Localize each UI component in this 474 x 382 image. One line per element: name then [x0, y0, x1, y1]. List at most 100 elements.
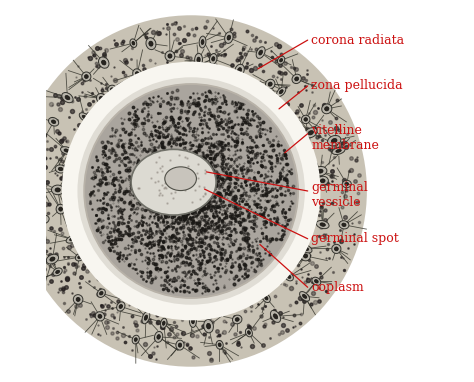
Ellipse shape — [280, 58, 283, 62]
Ellipse shape — [161, 318, 167, 328]
Ellipse shape — [304, 247, 309, 251]
Ellipse shape — [199, 36, 206, 48]
Ellipse shape — [325, 107, 329, 111]
Ellipse shape — [317, 176, 328, 185]
Text: zona pellucida: zona pellucida — [311, 79, 403, 92]
Ellipse shape — [132, 41, 135, 45]
Ellipse shape — [165, 167, 196, 191]
Ellipse shape — [46, 254, 59, 264]
Ellipse shape — [300, 291, 310, 301]
Ellipse shape — [314, 280, 318, 283]
Ellipse shape — [53, 268, 62, 276]
Ellipse shape — [52, 120, 56, 123]
Ellipse shape — [55, 188, 60, 192]
Ellipse shape — [82, 115, 87, 119]
Ellipse shape — [332, 147, 345, 154]
Ellipse shape — [101, 60, 106, 65]
Ellipse shape — [59, 207, 63, 211]
Ellipse shape — [320, 223, 325, 226]
Ellipse shape — [328, 136, 341, 146]
Ellipse shape — [110, 88, 114, 92]
Ellipse shape — [52, 185, 64, 195]
Text: ooplasm: ooplasm — [311, 281, 364, 294]
Text: germinal spot: germinal spot — [311, 232, 399, 245]
Ellipse shape — [84, 74, 88, 78]
Ellipse shape — [66, 235, 78, 243]
Ellipse shape — [35, 178, 44, 186]
Ellipse shape — [75, 254, 83, 261]
Ellipse shape — [336, 149, 341, 152]
Ellipse shape — [64, 149, 69, 152]
Ellipse shape — [48, 118, 59, 126]
Ellipse shape — [295, 77, 299, 81]
Ellipse shape — [332, 244, 341, 254]
Ellipse shape — [82, 72, 91, 81]
Ellipse shape — [301, 244, 312, 253]
Ellipse shape — [204, 319, 213, 333]
Ellipse shape — [235, 318, 239, 321]
Text: germinal
vessicle: germinal vessicle — [311, 181, 368, 209]
Ellipse shape — [99, 57, 109, 68]
Ellipse shape — [50, 257, 55, 261]
Ellipse shape — [232, 315, 242, 324]
Ellipse shape — [61, 147, 73, 154]
Ellipse shape — [135, 72, 139, 76]
Ellipse shape — [37, 215, 49, 224]
Ellipse shape — [149, 41, 153, 46]
Ellipse shape — [73, 295, 83, 304]
Ellipse shape — [292, 74, 301, 84]
Ellipse shape — [237, 68, 242, 73]
Ellipse shape — [256, 47, 265, 58]
Ellipse shape — [55, 270, 60, 274]
Ellipse shape — [301, 251, 310, 261]
Ellipse shape — [342, 223, 346, 227]
Ellipse shape — [301, 115, 310, 124]
Ellipse shape — [142, 312, 150, 324]
Ellipse shape — [58, 167, 63, 171]
Ellipse shape — [134, 338, 137, 342]
Ellipse shape — [335, 247, 338, 251]
Ellipse shape — [302, 295, 307, 298]
Ellipse shape — [155, 332, 163, 342]
Ellipse shape — [304, 128, 317, 138]
Ellipse shape — [320, 179, 325, 183]
Ellipse shape — [146, 38, 156, 50]
Ellipse shape — [55, 165, 66, 173]
Circle shape — [63, 63, 319, 319]
Ellipse shape — [216, 340, 223, 349]
Ellipse shape — [273, 314, 278, 319]
Ellipse shape — [96, 94, 106, 103]
Ellipse shape — [33, 161, 44, 170]
Ellipse shape — [98, 314, 102, 318]
Circle shape — [79, 79, 304, 303]
Ellipse shape — [133, 69, 142, 79]
Ellipse shape — [277, 87, 286, 97]
Circle shape — [16, 15, 367, 367]
Ellipse shape — [225, 32, 233, 44]
Ellipse shape — [304, 118, 308, 121]
Ellipse shape — [263, 294, 270, 303]
Ellipse shape — [36, 163, 41, 168]
Ellipse shape — [322, 104, 332, 114]
Ellipse shape — [131, 149, 216, 215]
Ellipse shape — [70, 238, 75, 241]
Ellipse shape — [318, 169, 323, 173]
Ellipse shape — [117, 302, 125, 311]
Ellipse shape — [247, 331, 250, 334]
Ellipse shape — [165, 51, 175, 61]
Ellipse shape — [218, 343, 221, 346]
Ellipse shape — [56, 204, 65, 214]
Ellipse shape — [259, 50, 263, 55]
Ellipse shape — [342, 180, 351, 188]
Ellipse shape — [265, 79, 275, 89]
Ellipse shape — [264, 296, 268, 300]
Ellipse shape — [37, 180, 41, 184]
Ellipse shape — [95, 312, 105, 321]
Ellipse shape — [130, 39, 137, 47]
Ellipse shape — [99, 96, 103, 100]
Ellipse shape — [339, 221, 349, 229]
Ellipse shape — [227, 35, 231, 40]
Ellipse shape — [40, 217, 46, 221]
Ellipse shape — [108, 85, 117, 94]
Ellipse shape — [195, 53, 202, 66]
